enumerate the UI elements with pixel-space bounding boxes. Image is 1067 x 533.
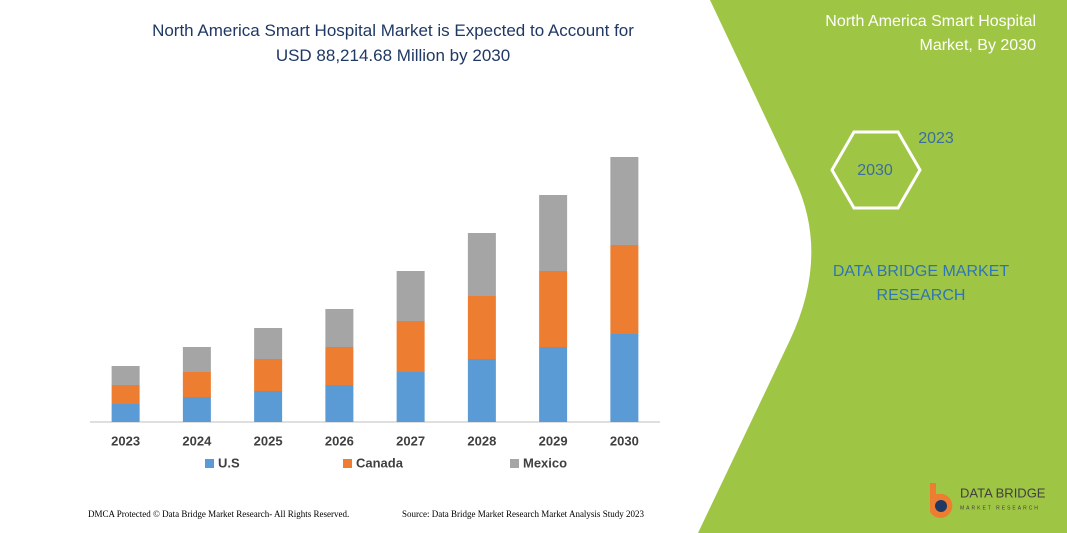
legend-swatch — [205, 459, 214, 468]
legend-label: Canada — [356, 455, 404, 470]
legend-label: U.S — [218, 455, 240, 470]
x-tick-label: 2030 — [610, 433, 639, 448]
bar-segment — [111, 404, 140, 422]
footer-copyright: DMCA Protected © Data Bridge Market Rese… — [88, 509, 349, 519]
bar-segment — [254, 359, 283, 391]
bar-segment — [111, 366, 140, 385]
bar-segment — [325, 385, 354, 422]
hexagon — [830, 130, 922, 210]
hexagon-label: 2023 — [918, 130, 954, 147]
bar-segment — [467, 296, 496, 359]
x-tick-label: 2028 — [467, 433, 496, 448]
x-tick-label: 2023 — [111, 433, 140, 448]
logo: DATA BRIDGE MARKET RESEARCH — [930, 483, 1046, 518]
legend-swatch — [343, 459, 352, 468]
chart-title: North America Smart Hospital Market is E… — [152, 21, 634, 65]
bar-segment — [325, 309, 354, 347]
hexagon-label: 2030 — [857, 162, 893, 179]
bar-segment — [467, 233, 496, 296]
bar-segment — [539, 195, 568, 271]
bar-segment — [610, 334, 639, 422]
logo-name: DATA BRIDGE — [960, 485, 1046, 500]
logo-icon — [935, 500, 947, 512]
bar-segment — [254, 328, 283, 359]
bar-segment — [396, 372, 425, 422]
x-tick-label: 2027 — [396, 433, 425, 448]
bar-segment — [467, 359, 496, 422]
bar-segment — [396, 271, 425, 321]
bar-segment — [111, 385, 140, 404]
x-tick-label: 2026 — [325, 433, 354, 448]
x-tick-label: 2029 — [539, 433, 568, 448]
bar-segment — [182, 372, 211, 397]
bar-segment — [610, 245, 639, 334]
bar-segment — [325, 347, 354, 385]
side-panel-bg — [698, 0, 1067, 533]
logo-tagline: MARKET RESEARCH — [960, 505, 1040, 511]
bar-segment — [610, 157, 639, 245]
bar-segment — [539, 347, 568, 422]
bar-segment — [254, 391, 283, 422]
bar-segment — [396, 321, 425, 372]
bar-segment — [182, 397, 211, 422]
x-tick-label: 2024 — [182, 433, 212, 448]
footer-source: Source: Data Bridge Market Research Mark… — [402, 509, 644, 519]
bar-segment — [182, 347, 211, 372]
side-title: North America Smart Hospital Market, By … — [825, 13, 1036, 54]
x-tick-label: 2025 — [254, 433, 283, 448]
legend-swatch — [510, 459, 519, 468]
legend-label: Mexico — [523, 455, 567, 470]
brand: DATA BRIDGE MARKET RESEARCH — [832, 263, 1010, 304]
bar-segment — [539, 271, 568, 347]
